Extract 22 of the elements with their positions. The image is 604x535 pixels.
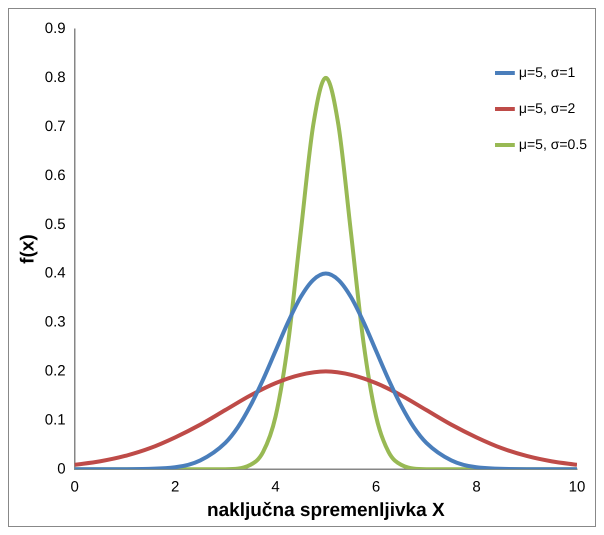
x-tick-label: 8 — [472, 478, 481, 496]
x-tick-label: 10 — [568, 478, 586, 496]
y-tick-label: 0.1 — [44, 411, 66, 428]
y-tick-label: 0.2 — [44, 362, 66, 380]
y-tick-label: 0.7 — [44, 118, 66, 135]
y-tick-label: 0.3 — [44, 314, 66, 331]
line-series — [74, 369, 577, 467]
x-axis-title: naključna spremenljivka X — [207, 500, 445, 521]
legend-label: μ=5, σ=1 — [518, 64, 576, 80]
y-tick-label: 0.9 — [44, 20, 66, 38]
y-tick-label: 0.5 — [44, 216, 66, 233]
y-tick-label: 0.6 — [44, 166, 66, 184]
y-tick-label: 0.4 — [44, 264, 66, 282]
legend-label: μ=5, σ=2 — [518, 100, 576, 116]
legend-label: μ=5, σ=0.5 — [518, 136, 588, 152]
x-tick-label: 6 — [372, 478, 380, 496]
x-tick-label: 0 — [70, 478, 79, 496]
y-tick-label: 0.8 — [44, 69, 66, 86]
y-tick-label: 0 — [57, 460, 66, 478]
x-tick-label: 2 — [170, 478, 180, 496]
y-axis-title: f(x) — [18, 234, 39, 264]
x-tick-label: 4 — [271, 478, 280, 496]
